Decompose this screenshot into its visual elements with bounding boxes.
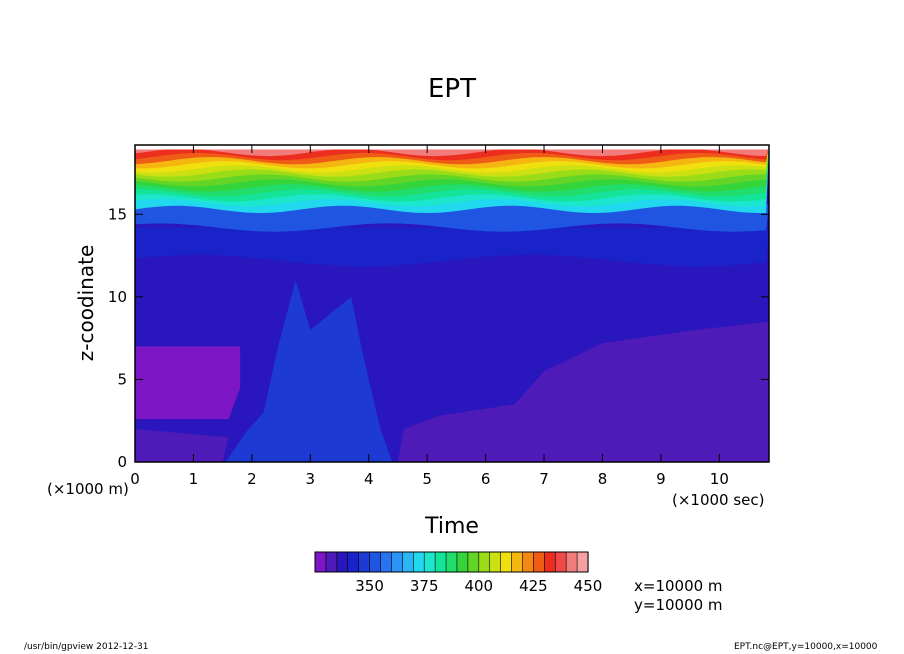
- field-late-lower: [397, 321, 769, 462]
- x-tick-label: 0: [130, 470, 140, 488]
- colorbar-tick-label: 400: [464, 577, 493, 595]
- colorbar-tick-label: 350: [355, 577, 384, 595]
- colorbar-swatch: [325, 551, 338, 573]
- x-tick-label: 1: [189, 470, 199, 488]
- x-tick-label: 8: [598, 470, 608, 488]
- footer-source: EPT.nc@EPT,y=10000,x=10000: [734, 642, 878, 652]
- x-tick-label: 2: [247, 470, 257, 488]
- colorbar-frame: [314, 551, 589, 573]
- y-axis-label: z-coodinate: [74, 244, 98, 362]
- colorbar-swatch: [423, 551, 436, 573]
- field-upper-layer: [135, 227, 769, 267]
- colorbar-swatch: [456, 551, 469, 573]
- x-axis-unit: (×1000 sec): [672, 491, 765, 509]
- colorbar-swatch: [544, 551, 556, 573]
- colorbar-tick-label: 450: [574, 577, 603, 595]
- contour-fields: [135, 145, 769, 462]
- y-tick-label: 10: [108, 288, 127, 306]
- colorbar-swatch: [391, 551, 403, 573]
- colorbar-swatch: [412, 551, 425, 573]
- colorbar-swatch: [500, 551, 513, 573]
- colorbar-swatch: [434, 551, 447, 573]
- field-early-lower: [135, 428, 229, 462]
- chart-title: EPT: [428, 74, 476, 104]
- colorbar-swatch: [533, 551, 545, 573]
- colorbar-swatch: [554, 551, 567, 573]
- colorbar-swatch: [336, 551, 349, 573]
- x-tick-label: 6: [481, 470, 491, 488]
- x-tick-label: 5: [422, 470, 432, 488]
- colorbar: 350 375 400 425 450: [314, 551, 603, 595]
- colorbar-swatch: [380, 551, 393, 573]
- colorbar-swatch: [489, 551, 502, 573]
- plot-frame: [134, 144, 770, 463]
- colorbar-tick-label: 425: [519, 577, 548, 595]
- colorbar-swatch: [402, 551, 414, 573]
- x-tick-label: 4: [364, 470, 374, 488]
- footer-command: /usr/bin/gpview 2012-12-31: [24, 642, 149, 652]
- x-tick-label: 9: [656, 470, 666, 488]
- x-tick-label: 7: [539, 470, 549, 488]
- y-axis-unit: (×1000 m): [47, 480, 129, 498]
- field-above-top: [135, 145, 769, 150]
- colorbar-swatch: [511, 551, 524, 573]
- colorbar-swatch: [576, 551, 589, 573]
- colorbar-swatch: [467, 551, 480, 573]
- colorbar-swatch: [369, 551, 382, 573]
- colorbar-swatch: [445, 551, 458, 573]
- colorbar-tick-label: 375: [410, 577, 439, 595]
- y-tick-label: 5: [117, 370, 127, 388]
- colorbar-swatch: [565, 551, 578, 573]
- colorbar-swatch: [347, 551, 360, 573]
- axis-ticks: 0 1 2 3 4 5 6 7 8 9 10 0 5 10 15: [108, 145, 769, 488]
- colorbar-swatch: [358, 551, 371, 573]
- y-tick-label: 15: [108, 205, 127, 223]
- colorbar-swatch: [478, 551, 491, 573]
- x-axis-label: Time: [425, 514, 479, 539]
- field-convective-plume: [225, 280, 393, 462]
- colorbar-swatch: [314, 551, 327, 573]
- field-cold-pool: [135, 346, 241, 420]
- colorbar-swatch: [522, 551, 534, 573]
- x-tick-label: 10: [710, 470, 729, 488]
- location-y-info: y=10000 m: [634, 596, 723, 614]
- location-x-info: x=10000 m: [634, 577, 723, 595]
- y-tick-label: 0: [117, 453, 127, 471]
- x-tick-label: 3: [306, 470, 316, 488]
